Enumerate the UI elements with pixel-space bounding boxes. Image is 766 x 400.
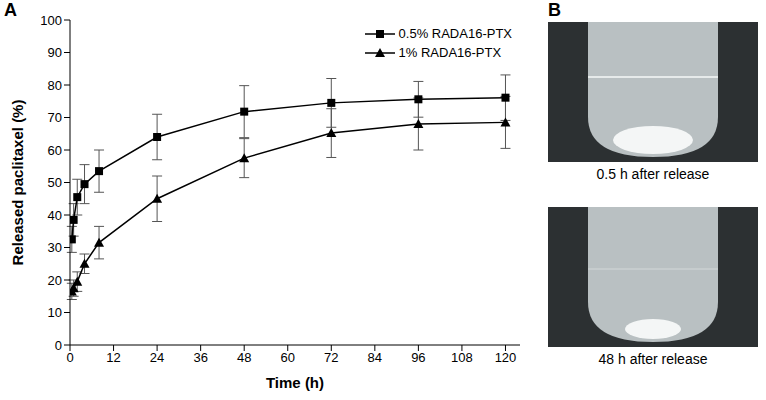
html-text:0.5 h after release: 0.5 h after release [596, 166, 710, 182]
svg-text:60: 60 [48, 143, 62, 158]
svg-text:10: 10 [48, 305, 62, 320]
html-text:1% RADA16-PTX: 1% RADA16-PTX [398, 45, 502, 60]
svg-text:60: 60 [281, 350, 295, 365]
svg-text:108: 108 [451, 350, 473, 365]
svg-text:96: 96 [411, 350, 425, 365]
svg-text:Time (h): Time (h) [266, 374, 324, 391]
svg-text:90: 90 [48, 45, 62, 60]
svg-text:48: 48 [237, 350, 251, 365]
html-text:48 h after release: 48 h after release [598, 351, 708, 367]
html-text:0.5% RADA16-PTX: 0.5% RADA16-PTX [398, 26, 512, 41]
svg-text:0: 0 [66, 350, 73, 365]
svg-text:120: 120 [495, 350, 517, 365]
svg-text:30: 30 [48, 240, 62, 255]
svg-text:100: 100 [40, 13, 62, 28]
svg-text:70: 70 [48, 110, 62, 125]
svg-text:20: 20 [48, 273, 62, 288]
html-text:A: A [4, 0, 17, 20]
svg-text:24: 24 [150, 350, 164, 365]
svg-text:84: 84 [368, 350, 382, 365]
svg-text:0: 0 [55, 338, 62, 353]
html-text:B: B [548, 0, 561, 20]
svg-text:80: 80 [48, 78, 62, 93]
svg-text:12: 12 [106, 350, 120, 365]
svg-text:Released paclitaxel (%): Released paclitaxel (%) [9, 100, 26, 266]
svg-text:40: 40 [48, 208, 62, 223]
svg-text:50: 50 [48, 175, 62, 190]
svg-text:36: 36 [193, 350, 207, 365]
svg-text:72: 72 [324, 350, 338, 365]
